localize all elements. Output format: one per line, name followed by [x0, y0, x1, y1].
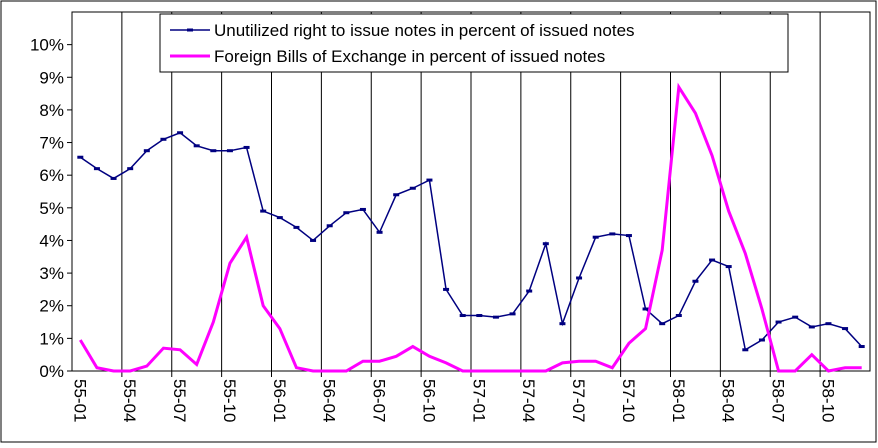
point-marker	[692, 279, 699, 283]
point-marker	[426, 178, 433, 182]
point-marker	[625, 234, 632, 238]
y-tick-label: 8%	[39, 101, 64, 120]
legend	[159, 13, 789, 73]
point-marker	[559, 322, 566, 326]
x-tick-label: 58-04	[719, 379, 738, 422]
series-line	[79, 82, 862, 373]
point-marker	[77, 155, 84, 159]
point-marker	[93, 167, 100, 171]
point-marker	[542, 242, 549, 246]
point-marker	[492, 315, 499, 319]
point-marker	[858, 345, 865, 349]
x-tick-label: 55-07	[170, 379, 189, 422]
y-tick-label: 5%	[39, 199, 64, 218]
y-tick-label: 3%	[39, 264, 64, 283]
point-marker	[509, 312, 516, 316]
point-marker	[825, 322, 832, 326]
point-marker	[709, 258, 716, 262]
y-tick-label: 7%	[39, 134, 64, 153]
x-tick-label: 55-04	[120, 379, 139, 422]
x-tick-label: 58-07	[769, 379, 788, 422]
y-tick-label: 0%	[39, 362, 64, 381]
x-tick-label: 57-10	[619, 379, 638, 422]
point-marker	[725, 265, 732, 269]
point-marker	[792, 315, 799, 319]
point-marker	[143, 149, 150, 153]
y-tick-label: 4%	[39, 231, 64, 250]
point-marker	[326, 224, 333, 228]
point-marker	[609, 232, 616, 236]
legend-label: Foreign Bills of Exchange in percent of …	[214, 47, 605, 66]
y-tick-label: 9%	[39, 68, 64, 87]
point-marker	[343, 211, 350, 215]
point-marker	[409, 186, 416, 190]
point-marker	[675, 314, 682, 318]
point-marker	[808, 325, 815, 329]
x-tick-label: 56-04	[320, 379, 339, 422]
point-marker	[659, 322, 666, 326]
x-tick-label: 57-04	[519, 379, 538, 422]
point-marker	[642, 307, 649, 311]
point-marker	[127, 167, 134, 171]
x-tick-label: 55-10	[220, 379, 239, 422]
point-marker	[476, 314, 483, 318]
point-marker	[310, 238, 317, 242]
point-marker	[459, 314, 466, 318]
x-tick-label: 58-10	[818, 379, 837, 422]
point-marker	[276, 216, 283, 220]
point-marker	[226, 149, 233, 153]
x-tick-label: 56-10	[419, 379, 438, 422]
point-marker	[110, 176, 117, 180]
y-tick-label: 2%	[39, 297, 64, 316]
x-tick-label: 57-07	[569, 379, 588, 422]
point-marker	[243, 145, 250, 149]
point-marker	[775, 320, 782, 324]
point-marker	[526, 289, 533, 293]
point-marker	[376, 230, 383, 234]
point-marker	[443, 287, 450, 291]
y-tick-label: 1%	[39, 329, 64, 348]
legend-marker	[187, 28, 193, 32]
point-marker	[359, 207, 366, 211]
point-marker	[210, 149, 217, 153]
point-marker	[393, 193, 400, 197]
x-tick-label: 55-01	[70, 379, 89, 422]
point-marker	[177, 131, 184, 135]
legend-label: Unutilized right to issue notes in perce…	[214, 21, 635, 40]
point-marker	[592, 235, 599, 239]
y-tick-label: 6%	[39, 166, 64, 185]
point-marker	[842, 327, 849, 331]
y-tick-label: 10%	[30, 36, 64, 55]
point-marker	[193, 144, 200, 148]
point-marker	[260, 209, 267, 213]
point-marker	[576, 276, 583, 280]
point-marker	[742, 348, 749, 352]
x-tick-label: 56-07	[370, 379, 389, 422]
x-tick-label: 56-01	[270, 379, 289, 422]
x-tick-label: 58-01	[669, 379, 688, 422]
point-marker	[758, 338, 765, 342]
x-tick-label: 57-01	[469, 379, 488, 422]
point-marker	[293, 225, 300, 229]
point-marker	[160, 137, 167, 141]
